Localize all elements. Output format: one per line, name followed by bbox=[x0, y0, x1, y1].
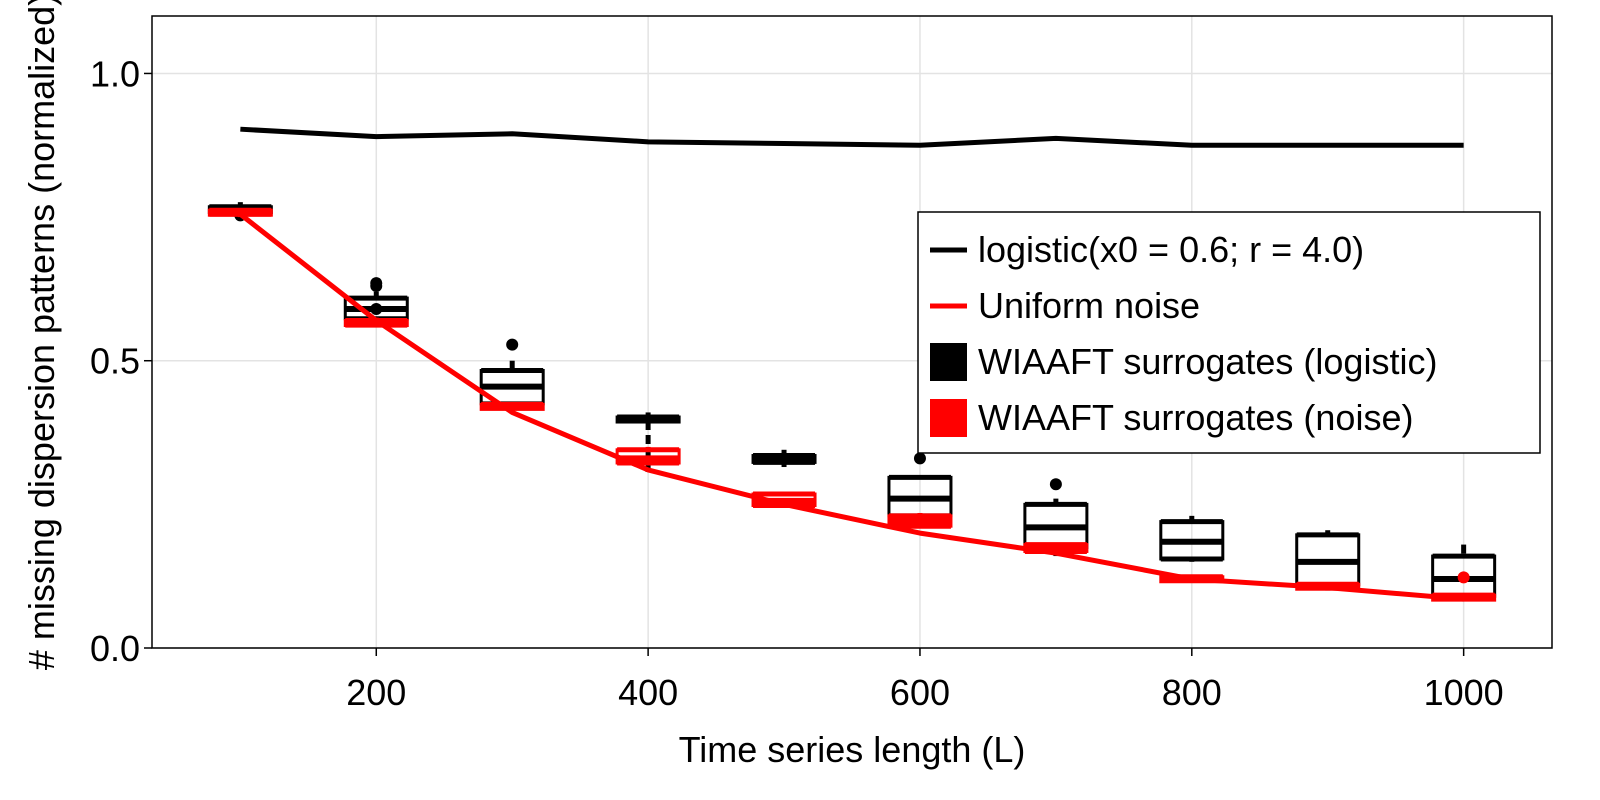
legend-label: Uniform noise bbox=[978, 285, 1200, 326]
legend-label: WIAAFT surrogates (logistic) bbox=[978, 341, 1437, 382]
legend-box bbox=[917, 211, 1541, 454]
x-tick-label: 600 bbox=[890, 672, 950, 713]
box-outlier bbox=[370, 277, 383, 290]
axis-ticks: 200 400 600 800 1000 0.0 0.5 1.0 bbox=[90, 53, 1504, 713]
box-outlier bbox=[370, 303, 383, 316]
line-series bbox=[240, 126, 1464, 148]
box-300 bbox=[479, 401, 545, 411]
box-800 bbox=[1159, 515, 1225, 562]
legend: logistic(x0 = 0.6; r = 4.0) Uniform noise… bbox=[917, 211, 1541, 454]
y-tick-label: 1.0 bbox=[90, 53, 140, 94]
x-tick-label: 200 bbox=[346, 672, 406, 713]
legend-box-swatch bbox=[930, 343, 967, 381]
box-outlier bbox=[506, 338, 519, 351]
y-tick-label: 0.5 bbox=[90, 341, 140, 382]
plot-content bbox=[207, 126, 1497, 602]
box-outlier bbox=[1049, 478, 1062, 491]
legend-label: WIAAFT surrogates (noise) bbox=[978, 397, 1413, 438]
x-axis-label: Time series length (L) bbox=[679, 729, 1026, 770]
box-outlier bbox=[1457, 571, 1470, 584]
x-tick-label: 800 bbox=[1162, 672, 1222, 713]
x-tick-label: 1000 bbox=[1424, 672, 1504, 713]
y-axis-label: # missing dispersion patterns (normalize… bbox=[21, 0, 62, 670]
plot-frame bbox=[151, 15, 1553, 649]
legend-box-swatch bbox=[930, 399, 967, 437]
box-outlier bbox=[913, 452, 926, 465]
line-series bbox=[238, 212, 1464, 602]
x-tick-label: 400 bbox=[618, 672, 678, 713]
box-100 bbox=[207, 207, 273, 218]
legend-label: logistic(x0 = 0.6; r = 4.0) bbox=[978, 229, 1364, 270]
y-tick-label: 0.0 bbox=[90, 628, 140, 669]
box-500 bbox=[751, 449, 817, 468]
